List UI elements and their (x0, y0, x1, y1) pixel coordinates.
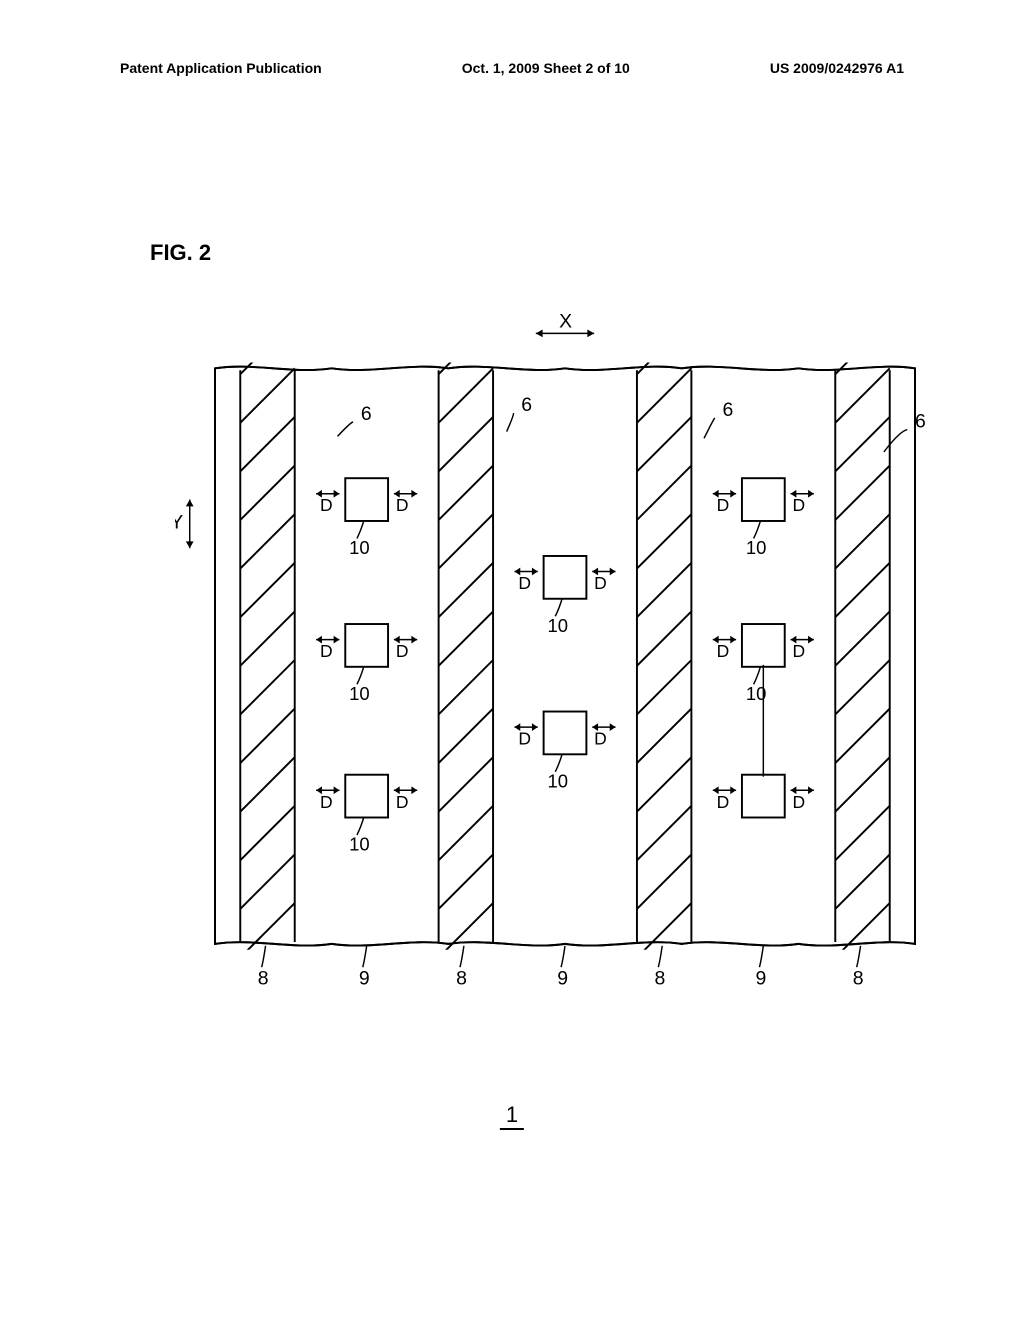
figure-number: 1 (500, 1102, 524, 1130)
header-center: Oct. 1, 2009 Sheet 2 of 10 (462, 60, 630, 76)
svg-text:D: D (320, 495, 333, 515)
svg-text:D: D (396, 641, 409, 661)
diagram: 6666DD10DD10DD10DD10DD10DD10DD10DD898989… (175, 310, 895, 950)
svg-text:8: 8 (258, 968, 269, 990)
svg-text:8: 8 (654, 968, 665, 990)
svg-text:D: D (518, 729, 531, 749)
header-left: Patent Application Publication (120, 60, 322, 76)
svg-text:D: D (320, 792, 333, 812)
figure-label: FIG. 2 (150, 240, 211, 266)
patent-page: Patent Application Publication Oct. 1, 2… (0, 0, 1024, 1320)
svg-text:6: 6 (521, 394, 532, 416)
svg-text:10: 10 (349, 683, 370, 704)
svg-text:9: 9 (359, 968, 370, 990)
svg-text:10: 10 (548, 615, 569, 636)
svg-text:8: 8 (456, 968, 467, 990)
svg-text:D: D (717, 641, 730, 661)
svg-text:D: D (396, 792, 409, 812)
svg-text:D: D (396, 495, 409, 515)
svg-text:D: D (793, 495, 806, 515)
page-header: Patent Application Publication Oct. 1, 2… (80, 60, 944, 76)
svg-text:D: D (717, 792, 730, 812)
svg-text:Y: Y (175, 512, 183, 534)
svg-text:6: 6 (915, 411, 926, 433)
svg-text:D: D (518, 573, 531, 593)
svg-text:X: X (559, 311, 572, 333)
svg-text:9: 9 (557, 968, 568, 990)
svg-text:D: D (717, 495, 730, 515)
svg-text:8: 8 (853, 968, 864, 990)
diagram-svg: 6666DD10DD10DD10DD10DD10DD10DD10DD898989… (175, 310, 955, 1010)
svg-text:6: 6 (723, 399, 734, 421)
svg-text:10: 10 (349, 537, 370, 558)
svg-text:10: 10 (746, 537, 767, 558)
svg-text:D: D (594, 573, 607, 593)
svg-text:D: D (594, 729, 607, 749)
svg-text:D: D (793, 641, 806, 661)
header-right: US 2009/0242976 A1 (770, 60, 904, 76)
svg-text:10: 10 (349, 834, 370, 855)
svg-text:9: 9 (756, 968, 767, 990)
svg-text:D: D (320, 641, 333, 661)
svg-text:10: 10 (548, 770, 569, 791)
svg-text:D: D (793, 792, 806, 812)
svg-text:6: 6 (361, 403, 372, 425)
